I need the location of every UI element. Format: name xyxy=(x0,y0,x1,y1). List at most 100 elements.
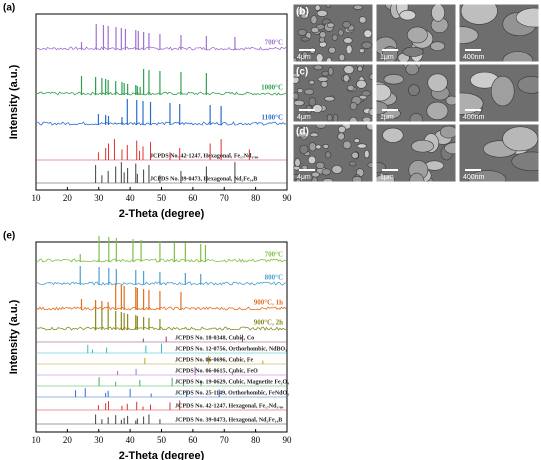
scale-label: 400nm xyxy=(463,114,485,121)
grain xyxy=(427,73,448,92)
grain xyxy=(356,79,367,89)
sem-row-label: (b) xyxy=(296,7,309,18)
grain xyxy=(338,53,346,62)
grain xyxy=(502,126,539,152)
grain xyxy=(411,139,435,153)
x-tick-label: 20 xyxy=(63,193,73,203)
reference-label: JCPDS No. 42-1247, Hexagonal, Fe₁₇Nd₁.₈₉ xyxy=(175,403,284,409)
grain xyxy=(343,74,350,83)
grain xyxy=(468,170,507,182)
grain xyxy=(315,144,322,150)
panel-label: (a) xyxy=(3,3,15,14)
pattern-baseline xyxy=(36,326,287,331)
trace-label: 1100°C xyxy=(262,114,283,122)
grain xyxy=(320,80,328,88)
grain xyxy=(406,26,428,44)
scale-label: 1μm xyxy=(380,114,394,121)
grain xyxy=(325,4,332,9)
image-clip-cover xyxy=(292,123,374,183)
x-axis-label: 2-Theta (degree) xyxy=(119,450,205,460)
grain xyxy=(459,26,479,44)
pattern-baseline xyxy=(36,91,287,96)
x-tick-label: 70 xyxy=(220,193,230,203)
image-clip-cover xyxy=(458,63,540,123)
grain xyxy=(358,48,365,54)
scale-label: 4μm xyxy=(297,114,311,121)
grain xyxy=(343,65,355,74)
reference-label: JCPDS No. 06-0696, Cubic, Fe xyxy=(175,357,254,363)
grain xyxy=(342,140,352,150)
grain xyxy=(307,155,317,165)
pattern-baseline xyxy=(36,281,287,286)
grain xyxy=(444,142,456,155)
image-clip-cover xyxy=(458,123,540,183)
grain xyxy=(308,142,317,152)
trace-label: 800°C xyxy=(265,274,283,282)
grain xyxy=(351,176,363,182)
grain xyxy=(376,101,389,115)
grain xyxy=(322,144,329,149)
grain xyxy=(342,20,351,29)
reference-label: JCPDS No. 19-0629, Cubic, Magnetite Fe₃O… xyxy=(175,379,289,385)
grain xyxy=(321,168,331,176)
x-tick-label: 20 xyxy=(63,435,73,445)
panel-label: (e) xyxy=(3,231,15,242)
grain xyxy=(337,132,345,141)
sem-row-label: (c) xyxy=(296,67,308,78)
grain xyxy=(517,76,539,94)
grain xyxy=(324,96,335,102)
grain xyxy=(308,97,317,107)
grain xyxy=(311,176,318,182)
grain xyxy=(314,4,321,12)
grain xyxy=(326,22,335,28)
scale-label: 1μm xyxy=(380,174,394,181)
grain xyxy=(490,75,515,107)
grain xyxy=(321,70,330,77)
y-axis-label: Intensity (a.u.) xyxy=(8,299,20,374)
grain xyxy=(357,65,363,72)
grain xyxy=(315,124,327,129)
grain xyxy=(399,10,417,21)
grain xyxy=(460,4,498,25)
grain xyxy=(366,124,373,131)
x-tick-label: 50 xyxy=(157,435,167,445)
trace-label: 900°C, 2h xyxy=(254,319,283,327)
grain xyxy=(293,72,302,78)
grain xyxy=(296,88,304,94)
grain xyxy=(313,64,323,71)
x-tick-label: 80 xyxy=(251,435,261,445)
x-tick-label: 40 xyxy=(126,193,136,203)
x-tick-label: 60 xyxy=(188,435,198,445)
grain xyxy=(383,74,404,85)
grain xyxy=(338,125,346,134)
grain xyxy=(308,79,315,85)
grain xyxy=(315,53,324,62)
grain xyxy=(325,57,333,62)
grain xyxy=(311,171,320,178)
x-tick-label: 30 xyxy=(94,193,104,203)
image-clip-cover xyxy=(375,123,457,183)
reference-label: JCPDS No. 42-1247, Hexagonal, Fe₁₇Nd₁.₈₉ xyxy=(150,153,259,159)
trace-label: 900°C, 1h xyxy=(254,299,283,307)
grain xyxy=(315,161,325,170)
scale-label: 1μm xyxy=(380,54,394,61)
grain xyxy=(361,90,372,97)
scale-label: 4μm xyxy=(297,54,311,61)
grain xyxy=(345,44,353,55)
image-clip-cover xyxy=(292,63,374,123)
x-tick-label: 10 xyxy=(32,193,42,203)
grain xyxy=(304,88,315,95)
image-clip-cover xyxy=(375,3,457,63)
x-tick-label: 30 xyxy=(94,435,104,445)
grain xyxy=(317,76,329,82)
grain xyxy=(351,151,359,159)
grain xyxy=(349,102,358,110)
grain xyxy=(402,46,424,57)
image-clip-cover xyxy=(375,63,457,123)
x-tick-label: 10 xyxy=(32,435,42,445)
scale-label: 400nm xyxy=(463,174,485,181)
x-tick-label: 90 xyxy=(283,435,293,445)
grain xyxy=(343,37,353,44)
grain xyxy=(310,26,320,34)
reference-label: JCPDS No. 39-0473, Hexagonal, Nd₂Fe₁₄B xyxy=(175,417,282,423)
